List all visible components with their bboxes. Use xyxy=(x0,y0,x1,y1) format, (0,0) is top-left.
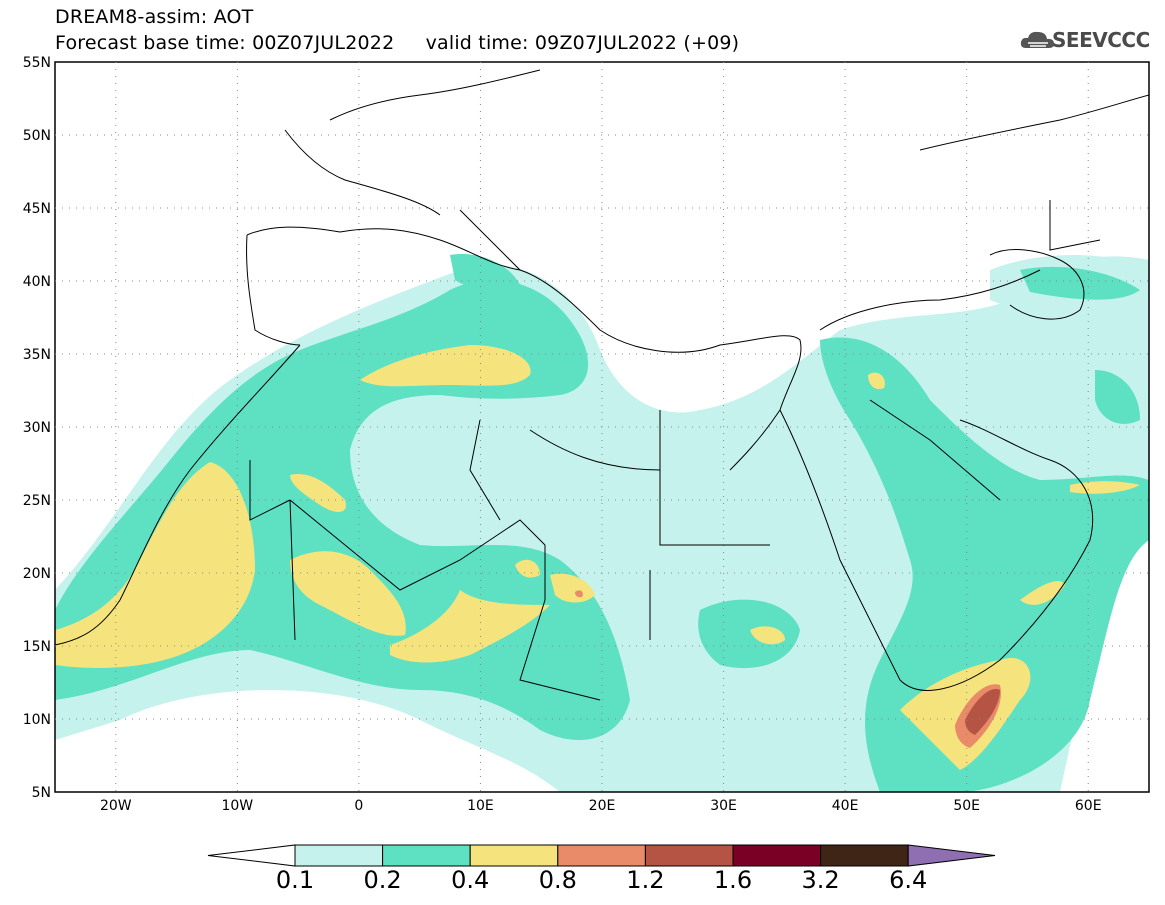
lat-label-55N: 55N xyxy=(23,55,51,71)
colorbar-high-arrow xyxy=(907,844,996,867)
colorbar-low-arrow xyxy=(207,844,296,867)
latitude-labels: 55N 50N 45N 40N 35N 30N 25N 20N 15N 10N 5N xyxy=(23,55,51,801)
lat-label-10N: 10N xyxy=(23,712,51,728)
lon-label-50E: 50E xyxy=(953,798,980,814)
lat-label-5N: 5N xyxy=(32,785,51,801)
graticule xyxy=(55,62,1149,792)
colorbar-label: 0.2 xyxy=(363,866,402,894)
colorbar-box-0 xyxy=(294,844,384,867)
lat-label-15N: 15N xyxy=(23,639,51,655)
colorbar-box-2 xyxy=(469,844,559,867)
forecast-time-line: Forecast base time: 00Z07JUL2022 valid t… xyxy=(55,32,739,54)
colorbar-label: 1.2 xyxy=(626,866,665,894)
lon-label-10E: 10E xyxy=(467,798,494,814)
colorbar-label: 0.8 xyxy=(538,866,577,894)
colorbar-box-3 xyxy=(557,844,646,867)
colorbar-box-6 xyxy=(820,844,909,867)
lon-label-20E: 20E xyxy=(589,798,616,814)
lat-label-20N: 20N xyxy=(23,566,51,582)
lat-label-45N: 45N xyxy=(23,201,51,217)
lon-label-20W: 20W xyxy=(100,798,132,814)
colorbar-box-5 xyxy=(732,844,822,867)
lat-label-40N: 40N xyxy=(23,274,51,290)
lon-label-30E: 30E xyxy=(710,798,737,814)
colorbar-box-1 xyxy=(382,844,471,867)
lon-label-0: 0 xyxy=(354,798,363,814)
lat-label-50N: 50N xyxy=(23,128,51,144)
lon-label-60E: 60E xyxy=(1075,798,1102,814)
longitude-labels: 20W 10W 0 10E 20E 30E 40E 50E 60E xyxy=(100,798,1102,814)
colorbar-label: 3.2 xyxy=(801,866,840,894)
lat-label-30N: 30N xyxy=(23,420,51,436)
lat-label-35N: 35N xyxy=(23,347,51,363)
logo-text: SEEVCCC xyxy=(1052,28,1150,52)
colorbar-label: 0.1 xyxy=(275,866,315,894)
cloud-logo-icon xyxy=(1020,31,1054,48)
colorbar-label: 1.6 xyxy=(713,866,753,894)
lat-label-25N: 25N xyxy=(23,493,51,509)
colorbar-label: 6.4 xyxy=(889,866,928,894)
lon-label-40E: 40E xyxy=(832,798,859,814)
lon-label-10W: 10W xyxy=(221,798,253,814)
map-title: DREAM8-assim: AOT xyxy=(55,6,254,28)
colorbar xyxy=(207,844,996,867)
coastlines xyxy=(55,69,1149,701)
base-time: Forecast base time: 00Z07JUL2022 xyxy=(55,32,395,54)
colorbar-box-4 xyxy=(644,844,734,867)
valid-time: valid time: 09Z07JUL2022 (+09) xyxy=(425,32,740,54)
colorbar-label: 0.4 xyxy=(451,866,490,894)
aot-shading xyxy=(55,254,1149,792)
